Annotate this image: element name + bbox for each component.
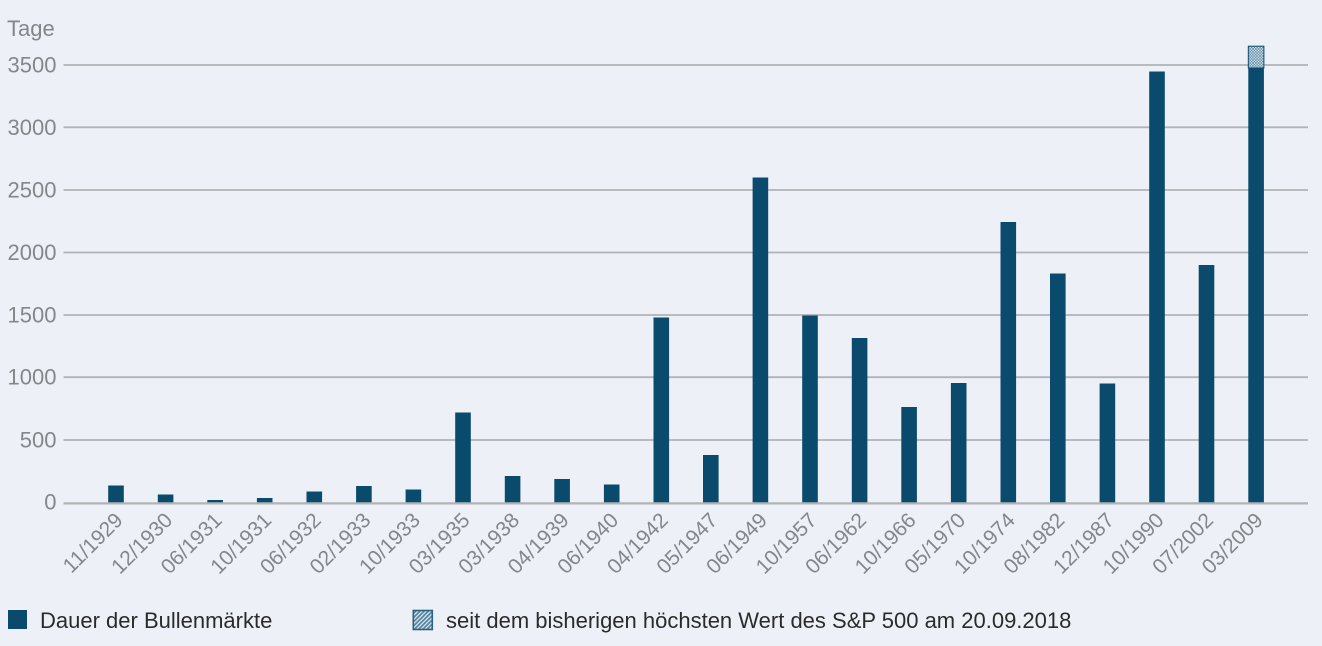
svg-text:Dauer der Bullenmärkte: Dauer der Bullenmärkte: [40, 608, 272, 633]
svg-text:1500: 1500: [8, 303, 57, 328]
svg-text:2500: 2500: [8, 178, 57, 203]
svg-text:2000: 2000: [8, 240, 57, 265]
svg-text:0: 0: [44, 490, 56, 515]
svg-text:seit dem bisherigen höchsten W: seit dem bisherigen höchsten Wert des S&…: [446, 608, 1071, 633]
svg-text:1000: 1000: [8, 365, 57, 390]
svg-text:3000: 3000: [8, 115, 57, 140]
svg-text:Tage: Tage: [7, 16, 55, 41]
svg-text:500: 500: [20, 428, 57, 453]
svg-text:3500: 3500: [8, 53, 57, 78]
